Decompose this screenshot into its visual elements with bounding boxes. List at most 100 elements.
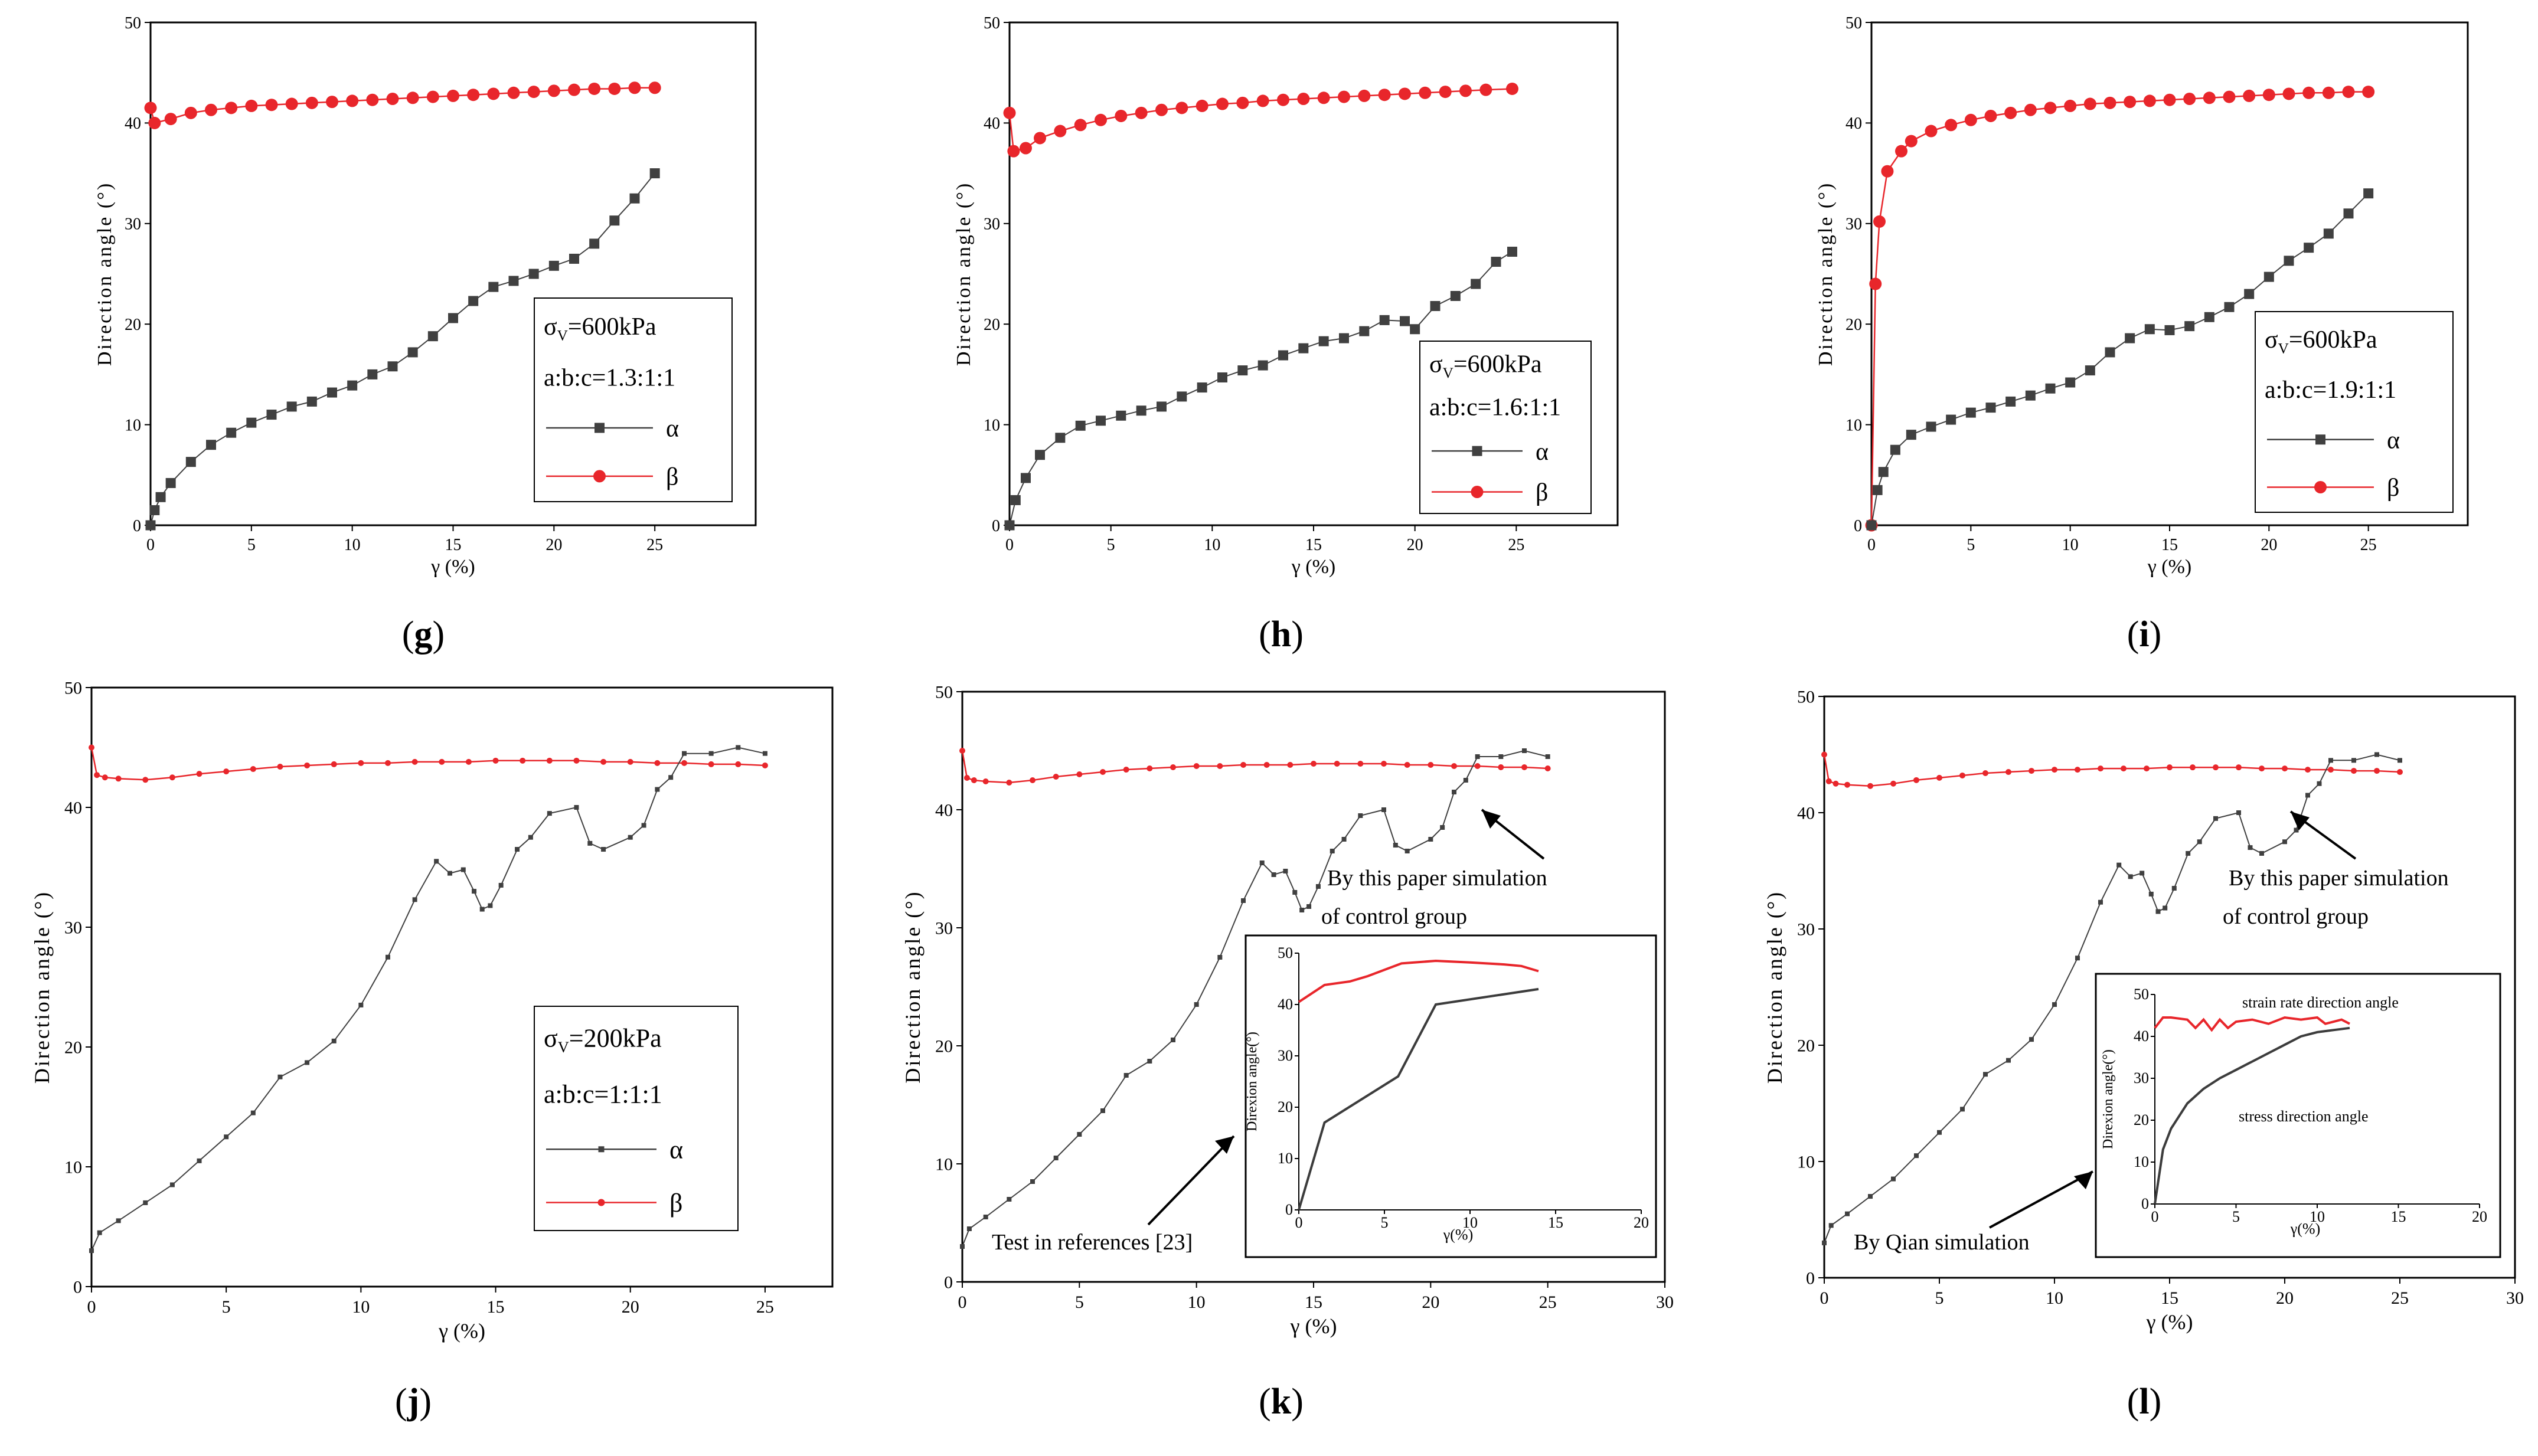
beta-series-point bbox=[648, 81, 661, 94]
alpha-series-point bbox=[169, 1182, 175, 1187]
legend-beta-marker bbox=[593, 470, 606, 483]
beta-series-point bbox=[1146, 765, 1153, 771]
alpha-series-point bbox=[2098, 899, 2103, 905]
alpha-series-point bbox=[1872, 485, 1883, 495]
x-tick-label: 5 bbox=[247, 536, 256, 554]
panel-h: 0 5 10 15 20 25 0 10 20 30 40 50 γ (%) Direction angl… bbox=[953, 14, 1619, 655]
alpha-series-point bbox=[1077, 1132, 1082, 1137]
beta-series-point bbox=[1030, 777, 1036, 783]
inset-x-tick-label: 10 bbox=[2310, 1208, 2325, 1225]
inset-frame bbox=[1244, 934, 1657, 1258]
alpha-series-point bbox=[1430, 301, 1441, 312]
alpha-series-point bbox=[1828, 1223, 1834, 1228]
alpha-series-point bbox=[448, 313, 458, 323]
beta-series-point bbox=[144, 102, 157, 114]
y-tick-label: 40 bbox=[935, 801, 953, 820]
beta-series-point bbox=[225, 102, 238, 114]
beta-series-point bbox=[762, 762, 768, 768]
y-axis-label: Direction angle (°) bbox=[953, 182, 975, 366]
alpha-series-point bbox=[145, 520, 156, 531]
beta-series-point bbox=[1936, 774, 1942, 781]
beta-series-point bbox=[1498, 764, 1504, 770]
alpha-series-point bbox=[250, 1110, 256, 1115]
y-tick-label: 50 bbox=[125, 14, 141, 32]
y-tick-label: 50 bbox=[1797, 688, 1815, 707]
beta-series-point bbox=[1833, 780, 1839, 787]
alpha-series-point bbox=[1878, 467, 1889, 477]
alpha-series-point bbox=[2116, 862, 2122, 868]
x-tick-label: 30 bbox=[1656, 1293, 1674, 1312]
beta-series-point bbox=[1358, 89, 1371, 102]
alpha-series-point bbox=[1283, 869, 1288, 873]
alpha-series-point bbox=[197, 1158, 202, 1163]
alpha-series-point bbox=[2304, 243, 2314, 253]
x-tick-label: 10 bbox=[352, 1297, 370, 1317]
beta-series-point bbox=[265, 99, 278, 112]
alpha-series-point bbox=[1450, 290, 1461, 301]
beta-series-point bbox=[1256, 94, 1269, 107]
x-axis-label: γ (%) bbox=[430, 556, 475, 578]
x-tick-label: 5 bbox=[1107, 536, 1115, 554]
y-axis-label: Direction angle (°) bbox=[901, 890, 925, 1083]
beta-series-point bbox=[982, 778, 989, 784]
inset-y-tick-label: 20 bbox=[2134, 1111, 2149, 1128]
alpha-series-point bbox=[89, 1248, 94, 1254]
beta-series-point bbox=[2052, 767, 2057, 773]
beta-series-point bbox=[1007, 145, 1020, 158]
beta-series-point bbox=[1381, 761, 1387, 767]
alpha-series-point bbox=[515, 847, 520, 852]
alpha-series-point bbox=[358, 1002, 364, 1007]
beta-series-point bbox=[285, 97, 298, 110]
beta-series-point bbox=[2236, 764, 2242, 771]
annotation-arrowhead-2 bbox=[2074, 1172, 2093, 1189]
beta-series-point bbox=[1925, 125, 1938, 138]
beta-series-point bbox=[1003, 106, 1016, 119]
beta-series-point bbox=[1474, 763, 1481, 769]
x-axis-label: γ (%) bbox=[1291, 556, 1336, 578]
alpha-series-point bbox=[2244, 289, 2255, 299]
alpha-series-point bbox=[226, 427, 237, 438]
beta-series-point bbox=[2144, 765, 2150, 772]
alpha-series-point bbox=[2236, 810, 2241, 815]
inset-x-tick-label: 15 bbox=[1548, 1214, 1563, 1231]
beta-series-point bbox=[115, 776, 122, 782]
panel-label: (g) bbox=[402, 614, 445, 655]
x-tick-label: 5 bbox=[1967, 536, 1975, 554]
beta-series-point bbox=[184, 106, 197, 119]
inset-y-tick-label: 0 bbox=[1285, 1201, 1293, 1218]
legend-beta-marker bbox=[597, 1199, 605, 1206]
alpha-series-point bbox=[1299, 908, 1305, 912]
y-tick-label: 40 bbox=[1797, 804, 1815, 823]
inset-label-strain-rate: strain rate direction angle bbox=[2242, 994, 2399, 1011]
beta-series-point bbox=[568, 83, 580, 96]
beta-series-point bbox=[1095, 113, 1107, 126]
y-tick-label: 30 bbox=[1797, 920, 1815, 940]
x-tick-label: 20 bbox=[546, 536, 562, 554]
alpha-series-point bbox=[1404, 849, 1410, 853]
alpha-series-point bbox=[1315, 884, 1321, 889]
legend-sigma: σV=600kPa bbox=[2265, 326, 2377, 356]
alpha-series-point bbox=[2213, 816, 2218, 821]
beta-series-point bbox=[1869, 277, 1882, 290]
alpha-series-point bbox=[2343, 208, 2354, 219]
alpha-series-point bbox=[1845, 1211, 1850, 1216]
beta-series-point bbox=[1297, 93, 1310, 106]
y-tick-label: 40 bbox=[984, 114, 1000, 133]
beta-series-point bbox=[1867, 783, 1873, 789]
beta-series-point bbox=[1479, 83, 1492, 96]
alpha-series-point bbox=[1522, 748, 1527, 753]
alpha-series-point bbox=[547, 811, 552, 816]
beta-series-point bbox=[708, 761, 714, 767]
beta-series-point bbox=[148, 116, 161, 129]
beta-series-point bbox=[1984, 109, 1997, 122]
alpha-series-point bbox=[149, 505, 160, 515]
x-axis-label: γ (%) bbox=[2146, 1310, 2193, 1334]
beta-series-point bbox=[627, 758, 633, 765]
annotation-arrowhead bbox=[1482, 810, 1501, 829]
alpha-series-point bbox=[460, 867, 466, 872]
alpha-series-point bbox=[655, 787, 660, 792]
legend-alpha-label: α bbox=[2387, 427, 2400, 454]
beta-series-point bbox=[1378, 89, 1391, 102]
beta-series-point bbox=[492, 757, 499, 764]
